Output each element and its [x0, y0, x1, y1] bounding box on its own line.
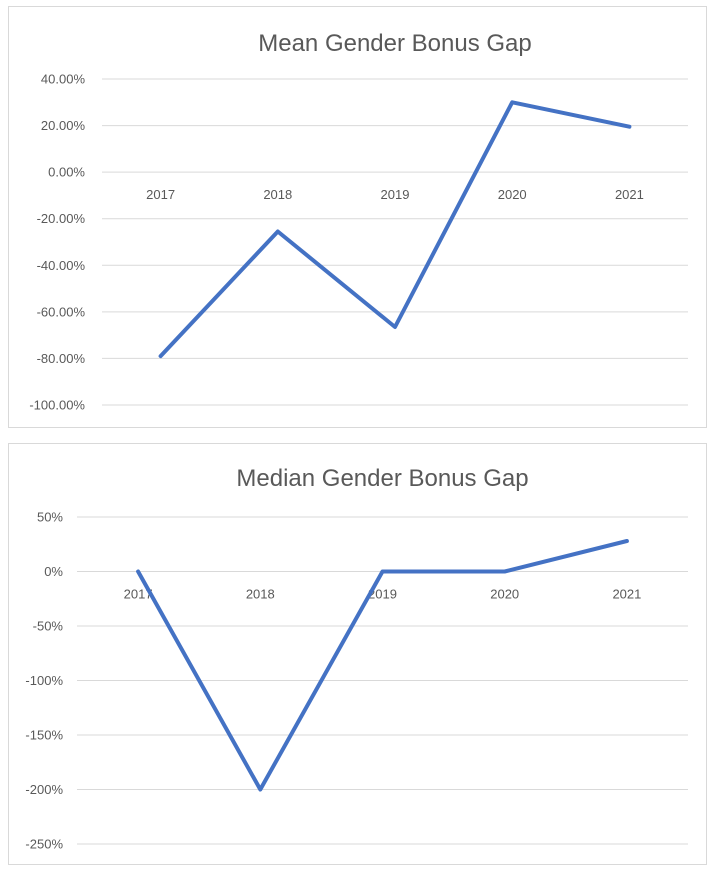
data-point-2018	[258, 788, 262, 792]
y-tick-label: -100.00%	[29, 398, 85, 413]
mean-chart-svg: Mean Gender Bonus Gap 40.00% 20.00% 0.00% -2…	[29, 30, 688, 413]
y-tick-label: -50%	[33, 619, 64, 634]
data-point-2019	[393, 325, 397, 329]
mean-gender-bonus-gap-chart: Mean Gender Bonus Gap 40.00% 20.00% 0.00% -2…	[8, 6, 707, 428]
y-tick-label: 50%	[37, 510, 63, 525]
y-tick-label: -60.00%	[37, 304, 86, 319]
x-category-label: 2018	[263, 187, 292, 202]
chart-title: Mean Gender Bonus Gap	[258, 30, 532, 57]
y-tick-label: -100%	[25, 673, 63, 688]
x-category-label: 2019	[381, 187, 410, 202]
data-point-2018	[276, 230, 280, 234]
y-tick-label: 0%	[44, 564, 63, 579]
x-category-label: 2021	[612, 587, 641, 602]
x-category-label: 2018	[246, 587, 275, 602]
series-line	[158, 100, 632, 359]
x-category-label: 2020	[498, 187, 527, 202]
x-category-label: 2020	[490, 587, 519, 602]
y-tick-label: 40.00%	[41, 72, 86, 87]
y-tick-label: -80.00%	[37, 351, 86, 366]
y-tick-label: 20.00%	[41, 118, 86, 133]
x-category-label: 2017	[124, 587, 153, 602]
median-gender-bonus-gap-chart: Median Gender Bonus Gap 50% 0% -50% -100% -15…	[8, 443, 707, 865]
y-tick-label: -20.00%	[37, 211, 86, 226]
x-category-label: 2021	[615, 187, 644, 202]
y-tick-label: 0.00%	[48, 165, 85, 180]
x-category-label: 2019	[368, 587, 397, 602]
data-point-2020	[503, 570, 507, 574]
data-point-2019	[381, 570, 385, 574]
data-point-2017	[136, 570, 140, 574]
y-tick-label: -150%	[25, 728, 63, 743]
data-point-2020	[510, 100, 514, 104]
data-point-2017	[159, 354, 163, 358]
y-tick-label: -200%	[25, 782, 63, 797]
median-chart-svg: Median Gender Bonus Gap 50% 0% -50% -100% -15…	[25, 465, 688, 852]
data-point-2021	[625, 539, 629, 543]
y-tick-label: -40.00%	[37, 258, 86, 273]
data-point-2021	[627, 125, 631, 129]
chart-title: Median Gender Bonus Gap	[236, 465, 528, 492]
x-category-label: 2017	[146, 187, 175, 202]
series-line	[136, 539, 629, 792]
y-tick-label: -250%	[25, 837, 63, 852]
